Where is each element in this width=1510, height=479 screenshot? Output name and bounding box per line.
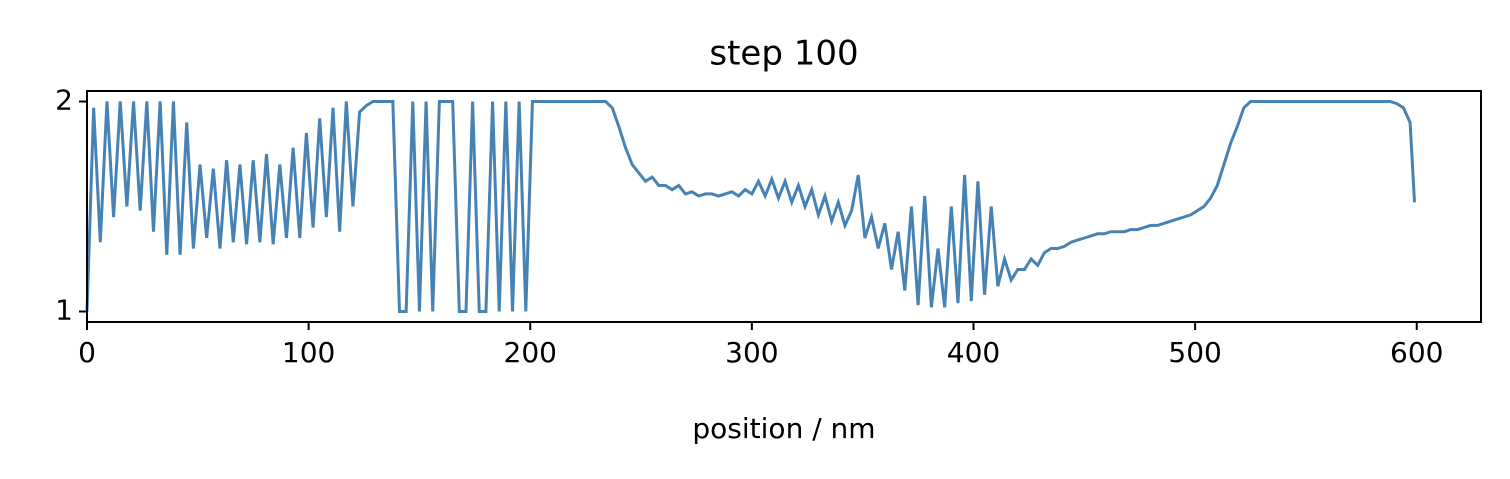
x-tick-label: 0 (78, 336, 96, 369)
x-tick-label: 600 (1390, 336, 1443, 369)
x-tick-label: 500 (1168, 336, 1221, 369)
plot-frame (86, 90, 1482, 323)
data-line (85, 100, 1417, 313)
x-tick-label: 200 (504, 336, 557, 369)
chart-title: step 100 (709, 34, 858, 74)
y-tick-label: 2 (55, 84, 73, 117)
x-tick-label: 300 (725, 336, 778, 369)
x-tick-label: 100 (282, 336, 335, 369)
x-tick-label: 400 (947, 336, 1000, 369)
x-axis-label: position / nm (692, 412, 875, 445)
y-tick-label: 1 (55, 294, 73, 327)
